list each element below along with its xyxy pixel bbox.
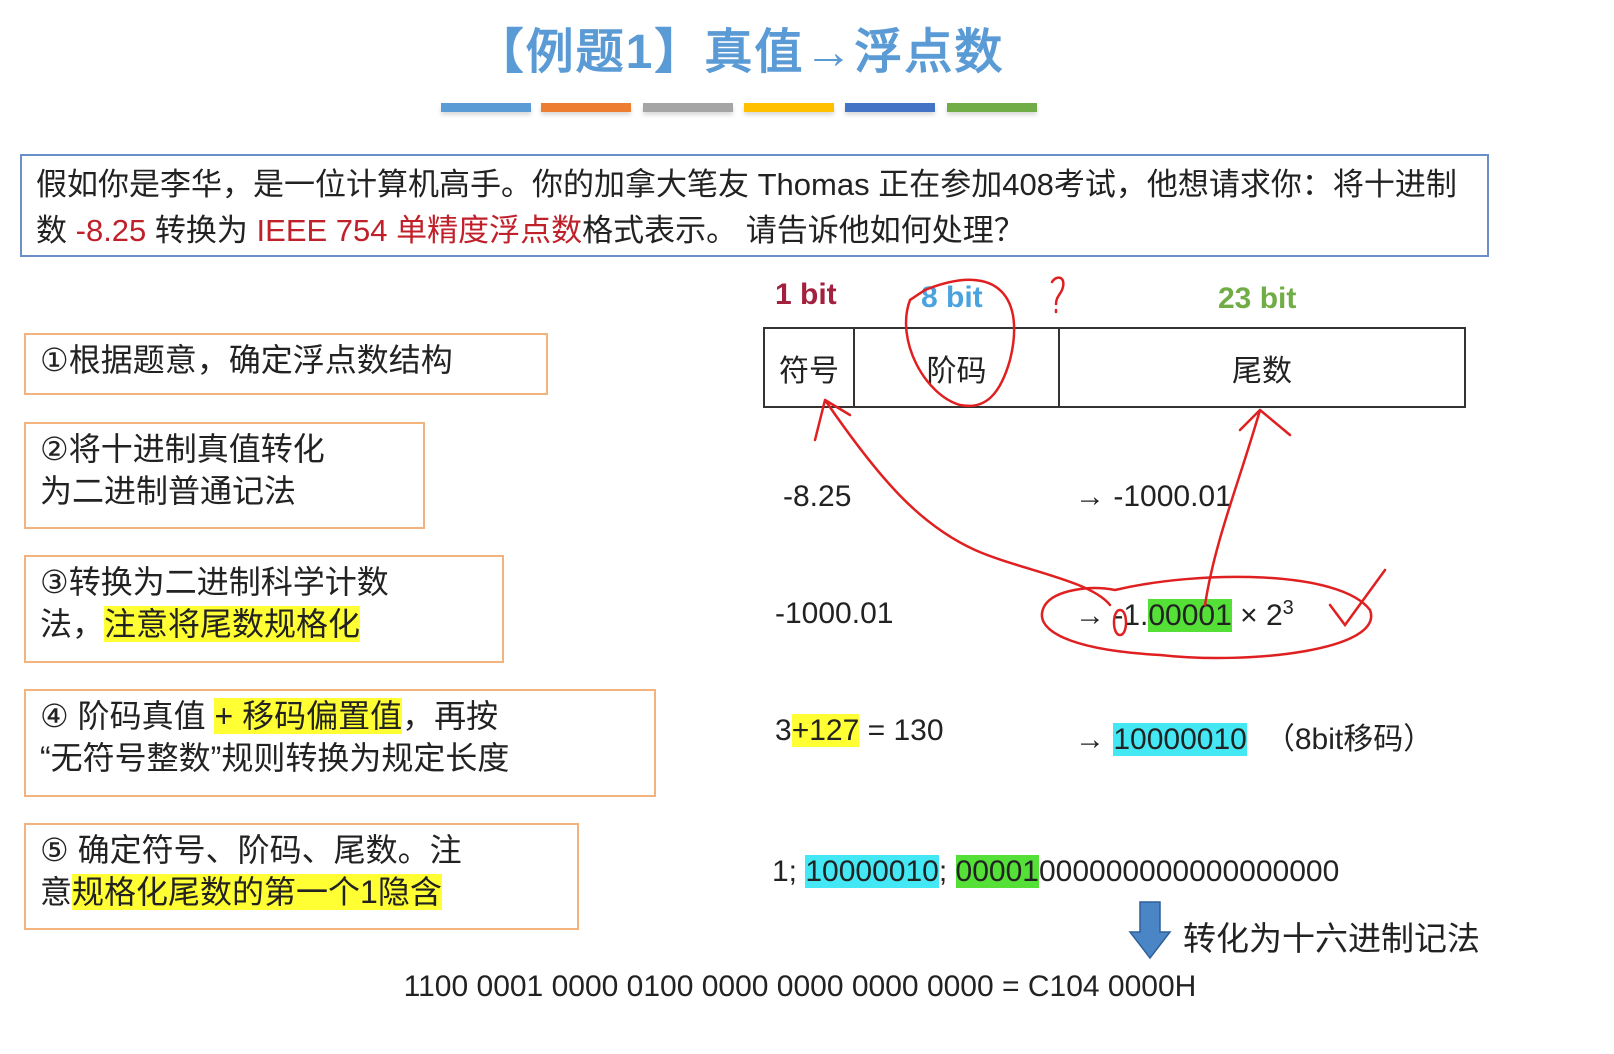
arrow: → [1075,599,1114,632]
question-mark [1050,276,1065,314]
sci-fraction: 00001 [1148,599,1232,632]
exponent-field: 阶码 [855,329,1060,406]
problem-text: 转换为 [146,213,257,248]
step-5: ⑤ 确定符号、阶码、尾数。注 意规格化尾数的第一个1隐含 [24,823,579,930]
step-text: ③转换为二进制科学计数 [40,564,389,600]
step-2: ②将十进制真值转化 为二进制普通记法 [24,422,425,529]
slide-title: 【例题1】真值→浮点数 [475,26,1005,79]
step-text: ②将十进制真值转化 [40,431,325,467]
problem-text: 格式表示。 请告诉他如何处理？ [582,213,1025,248]
step-text: ⑤ 确定符号、阶码、尾数。注 [40,832,462,868]
divider-segment-6 [947,103,1037,112]
bias-calc: 3+127 = 130 [775,714,944,748]
exp-true: 3 [775,714,792,747]
sign-arrow-mark [813,398,1112,607]
arrow: → [1075,723,1114,756]
step-1: ①根据题意，确定浮点数结构 [24,333,548,395]
step-text: 为二进制普通记法 [40,473,297,509]
exp-bits: 10000010 [805,855,939,888]
check-mark [1328,568,1387,628]
problem-text: 假如你是李华，是一位计算机高手。你的加拿大笔友 Thomas 正在参加408考试… [36,167,1457,248]
step-highlight: 规格化尾数的第一个1隐含 [72,874,442,910]
binary-plain: -1000.01 [775,597,894,630]
mantissa-rest: 000000000000000000 [1038,855,1340,888]
sep: ; [938,855,956,888]
step-highlight: + 移码偏置值 [214,698,403,734]
float-structure-table: 符号 阶码 尾数 [763,327,1466,408]
sci-int: -1. [1113,599,1149,632]
exp-note: （8bit移码） [1264,723,1434,756]
circle-exponent-mark [904,278,1016,408]
binary-value: → -1000.01 [1075,480,1232,513]
sign-field: 符号 [765,329,855,406]
sci-exponent: 3 [1282,597,1294,619]
sign-bit: 1; [772,855,806,888]
step-text: ，再按 [402,698,499,734]
exp-sum: = 130 [859,714,944,747]
hex-result: 1100 0001 0000 0100 0000 0000 0000 0000 … [403,970,1197,1003]
step-text: ④ 阶码真值 [40,698,215,734]
step-4: ④ 阶码真值 + 移码偏置值，再按 “无符号整数”规则转换为规定长度 [24,689,656,797]
step-text: “无符号整数”规则转换为规定长度 [40,740,510,776]
step-highlight: 注意将尾数规格化 [104,606,361,642]
problem-value: -8.25 [75,213,147,248]
down-arrow-icon [1128,901,1172,960]
step-text: 法， [40,606,105,642]
sci-times: × 2 [1231,599,1283,632]
convert-label: 转化为十六进制记法 [1183,920,1480,957]
step-3: ③转换为二进制科学计数 法，注意将尾数规格化 [24,555,504,663]
mantissa-bit-label: 23 bit [1218,282,1297,315]
sign-bit-label: 1 bit [775,278,837,311]
divider-segment-2 [541,103,631,112]
problem-format: IEEE 754 单精度浮点数 [256,213,583,248]
divider-segment-4 [744,103,834,112]
decimal-value: -8.25 [783,480,852,513]
divider-segment-1 [441,103,531,112]
divider-segment-3 [643,103,733,112]
divider-segment-5 [845,103,935,112]
exp-bits: 10000010 [1113,723,1247,756]
ieee-bits: 1; 10000010; 00001000000000000000000 [772,855,1339,889]
mantissa-arrow-mark [1203,408,1292,607]
scientific-notation: → -1.00001 × 23 [1075,597,1294,633]
step-text: 意 [40,874,73,910]
mantissa-field: 尾数 [1232,354,1292,388]
step-text: ①根据题意，确定浮点数结构 [40,342,453,378]
circle-scientific-mark [1040,575,1373,660]
pen-marks [813,276,1387,660]
bias: +127 [791,714,860,747]
exponent-bits: → 10000010 （8bit移码） [1075,714,1433,758]
mantissa-bits: 00001 [955,855,1039,888]
circle-sign-mark [1112,608,1128,637]
problem-statement: 假如你是李华，是一位计算机高手。你的加拿大笔友 Thomas 正在参加408考试… [20,154,1489,257]
